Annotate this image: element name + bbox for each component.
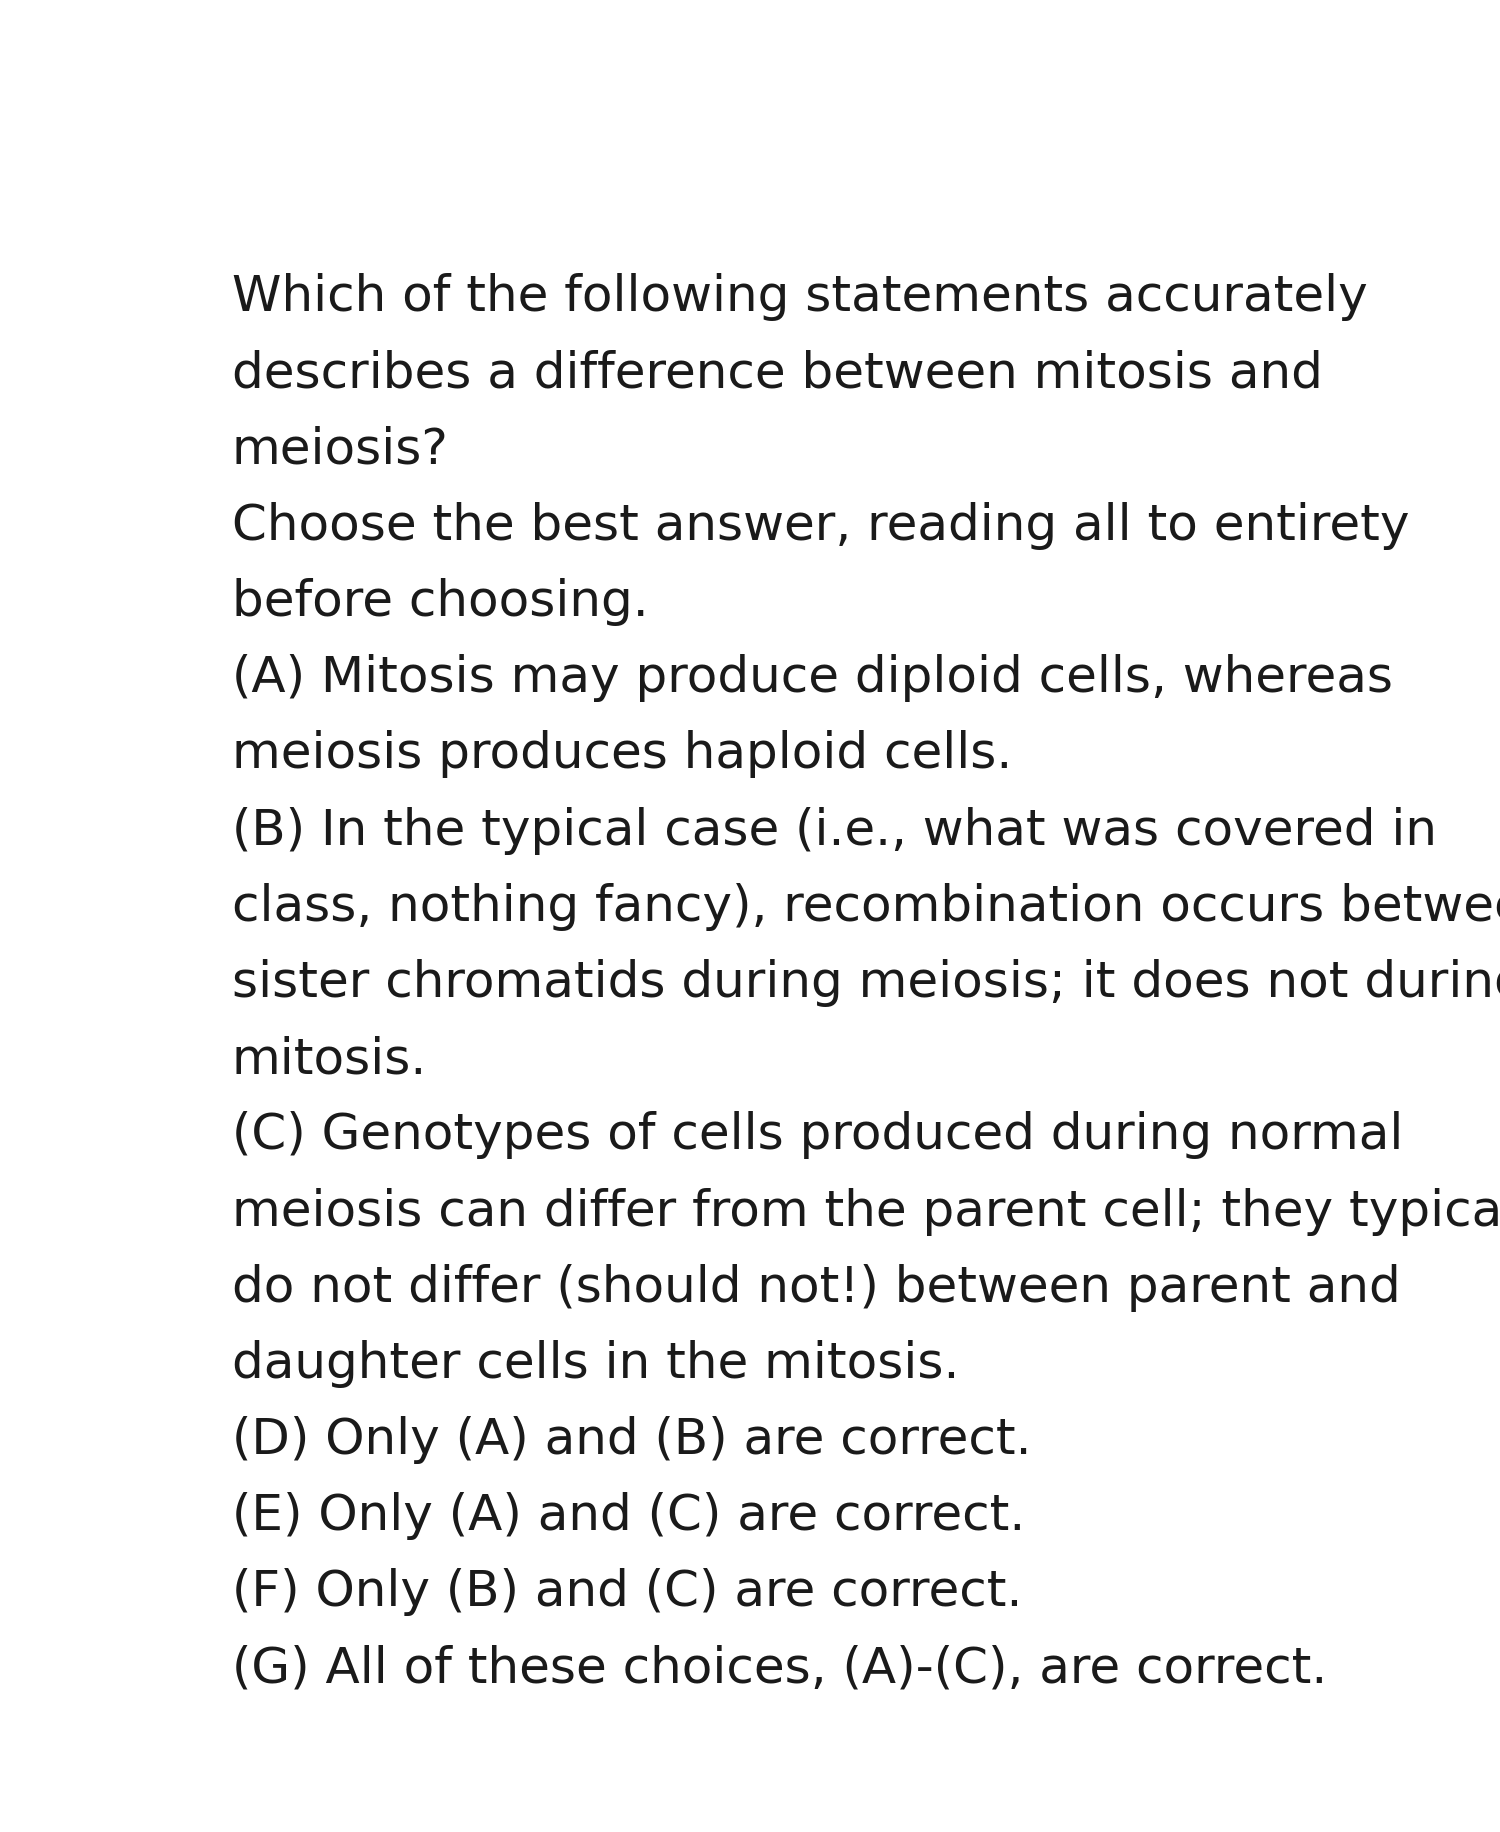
Text: daughter cells in the mitosis.: daughter cells in the mitosis. bbox=[231, 1339, 958, 1389]
Text: class, nothing fancy), recombination occurs between: class, nothing fancy), recombination occ… bbox=[231, 883, 1500, 931]
Text: do not differ (should not!) between parent and: do not differ (should not!) between pare… bbox=[231, 1264, 1401, 1312]
Text: meiosis produces haploid cells.: meiosis produces haploid cells. bbox=[231, 731, 1012, 779]
Text: before choosing.: before choosing. bbox=[231, 579, 648, 627]
Text: Choose the best answer, reading all to entirety: Choose the best answer, reading all to e… bbox=[231, 502, 1408, 550]
Text: (D) Only (A) and (B) are correct.: (D) Only (A) and (B) are correct. bbox=[231, 1416, 1030, 1464]
Text: (F) Only (B) and (C) are correct.: (F) Only (B) and (C) are correct. bbox=[231, 1568, 1022, 1616]
Text: meiosis?: meiosis? bbox=[231, 425, 448, 474]
Text: describes a difference between mitosis and: describes a difference between mitosis a… bbox=[231, 350, 1323, 398]
Text: sister chromatids during meiosis; it does not during: sister chromatids during meiosis; it doe… bbox=[231, 958, 1500, 1008]
Text: meiosis can differ from the parent cell; they typically: meiosis can differ from the parent cell;… bbox=[231, 1187, 1500, 1235]
Text: (G) All of these choices, (A)-(C), are correct.: (G) All of these choices, (A)-(C), are c… bbox=[231, 1645, 1328, 1693]
Text: (A) Mitosis may produce diploid cells, whereas: (A) Mitosis may produce diploid cells, w… bbox=[231, 654, 1392, 702]
Text: (E) Only (A) and (C) are correct.: (E) Only (A) and (C) are correct. bbox=[231, 1493, 1024, 1541]
Text: mitosis.: mitosis. bbox=[231, 1035, 428, 1083]
Text: Which of the following statements accurately: Which of the following statements accura… bbox=[231, 273, 1368, 321]
Text: (B) In the typical case (i.e., what was covered in: (B) In the typical case (i.e., what was … bbox=[231, 806, 1437, 856]
Text: (C) Genotypes of cells produced during normal: (C) Genotypes of cells produced during n… bbox=[231, 1112, 1402, 1160]
